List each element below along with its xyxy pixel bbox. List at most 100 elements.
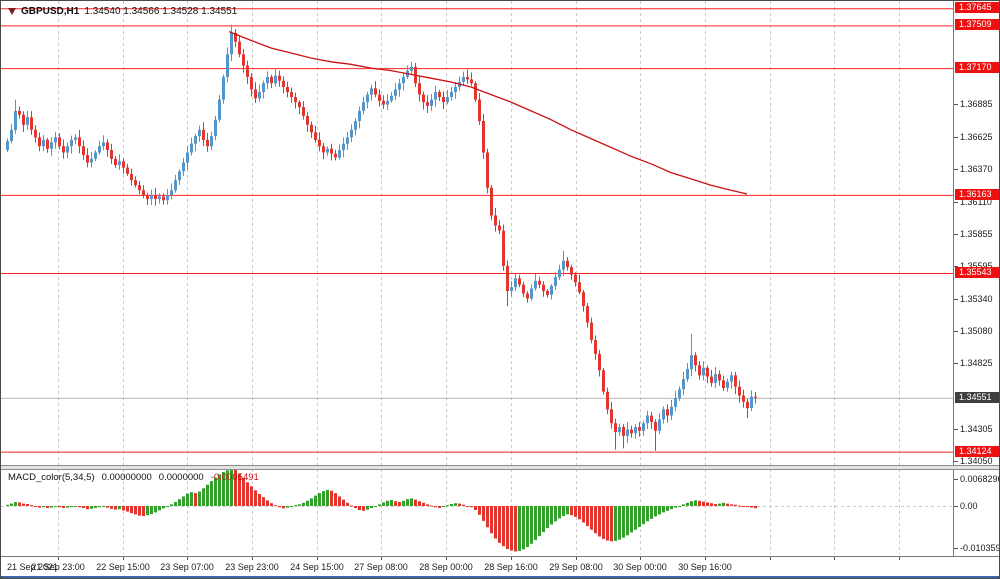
candle-body bbox=[66, 146, 69, 153]
candle-body bbox=[130, 173, 133, 181]
candle-body bbox=[718, 374, 721, 381]
candle-body bbox=[454, 87, 457, 92]
candle-body bbox=[470, 79, 473, 84]
macd-bar bbox=[494, 506, 497, 539]
candle-body bbox=[38, 137, 41, 147]
candle-body bbox=[230, 32, 233, 55]
price-tick-mark bbox=[954, 460, 958, 462]
price-axis[interactable]: 1.36885 1.36625 1.36370 1.36110 1.35855 1.355… bbox=[953, 1, 1000, 556]
macd-bar bbox=[570, 506, 573, 516]
macd-bar bbox=[470, 506, 473, 508]
candle-body bbox=[182, 162, 185, 172]
candle-body bbox=[374, 88, 377, 95]
macd-bar bbox=[434, 506, 437, 508]
macd-bar bbox=[282, 506, 285, 509]
price-level-badge: 1.37170 bbox=[955, 62, 999, 74]
macd-bar bbox=[622, 506, 625, 538]
macd-bar bbox=[610, 506, 613, 542]
macd-axis-label: 0.0068296 bbox=[960, 473, 1000, 484]
time-tick-mark bbox=[187, 557, 188, 560]
macd-bar bbox=[186, 493, 189, 506]
candle-body bbox=[626, 429, 629, 436]
macd-bar bbox=[462, 504, 465, 506]
candle-body bbox=[262, 83, 265, 92]
macd-bar bbox=[70, 506, 73, 507]
macd-bar bbox=[342, 499, 345, 506]
candle-body bbox=[246, 65, 249, 77]
macd-bar bbox=[686, 502, 689, 506]
candle-body bbox=[354, 121, 357, 130]
macd-bar bbox=[222, 471, 225, 506]
time-tick-mark bbox=[317, 557, 318, 560]
macd-bar bbox=[102, 506, 105, 507]
panel-separator[interactable] bbox=[1, 465, 999, 470]
price-tick-label: 1.34305 bbox=[960, 423, 993, 434]
candle-body bbox=[694, 355, 697, 366]
macd-axis-label: -0.0103590 bbox=[960, 542, 999, 553]
macd-bar bbox=[302, 502, 305, 506]
macd-bar bbox=[134, 506, 137, 515]
macd-bar bbox=[158, 506, 161, 511]
candle-body bbox=[258, 92, 261, 99]
macd-bar bbox=[498, 506, 501, 543]
candle-body bbox=[6, 141, 9, 150]
macd-bar bbox=[190, 492, 193, 506]
candle-body bbox=[418, 83, 421, 95]
time-label: 23 Sep 23:00 bbox=[225, 562, 279, 572]
time-tick-mark bbox=[705, 557, 706, 560]
macd-bar bbox=[414, 499, 417, 506]
macd-bar bbox=[174, 502, 177, 506]
candle-body bbox=[114, 158, 117, 166]
macd-bar bbox=[710, 503, 713, 506]
candle-body bbox=[134, 180, 137, 186]
candle-body bbox=[318, 139, 321, 147]
time-tick-mark bbox=[576, 557, 577, 560]
candle-body bbox=[722, 380, 725, 388]
macd-bar bbox=[562, 506, 565, 516]
candle-body bbox=[394, 89, 397, 96]
candle-body bbox=[594, 340, 597, 354]
candle-body bbox=[254, 89, 257, 99]
candle-body bbox=[222, 76, 225, 100]
candle-body bbox=[662, 409, 665, 420]
macd-bar bbox=[334, 493, 337, 506]
macd-bar bbox=[746, 506, 749, 507]
time-tick-mark bbox=[834, 557, 835, 560]
candle-body bbox=[630, 429, 633, 434]
candle-body bbox=[242, 54, 245, 66]
macd-value-2: 0.0000000 bbox=[158, 472, 204, 483]
candle-body bbox=[670, 406, 673, 416]
candle-body bbox=[358, 110, 361, 121]
candle-body bbox=[214, 119, 217, 137]
window-bottom-edge bbox=[1, 576, 999, 578]
macd-bar bbox=[582, 506, 585, 523]
candle-body bbox=[350, 129, 353, 138]
candle-body bbox=[614, 423, 617, 432]
macd-bar bbox=[418, 501, 421, 506]
macd-bar bbox=[650, 506, 653, 519]
candle-body bbox=[742, 395, 745, 402]
macd-bar bbox=[298, 504, 301, 506]
macd-bar bbox=[742, 506, 745, 507]
candle-body bbox=[10, 129, 13, 142]
macd-bar bbox=[226, 470, 229, 506]
candle-body bbox=[174, 180, 177, 191]
candle-body bbox=[210, 136, 213, 147]
macd-bar bbox=[326, 489, 329, 506]
price-level-badge: 1.37645 bbox=[955, 2, 999, 14]
time-axis[interactable]: 21 Sep 2021 21 Sep 23:00 22 Sep 15:00 23 Se… bbox=[1, 556, 999, 576]
candle-body bbox=[550, 285, 553, 295]
macd-bar bbox=[66, 506, 69, 508]
macd-bar bbox=[754, 506, 757, 509]
candle-body bbox=[446, 97, 449, 103]
candle-body bbox=[490, 187, 493, 216]
price-tick-mark bbox=[954, 201, 958, 203]
candle-body bbox=[166, 195, 169, 201]
bid-price-badge: 1.34551 bbox=[955, 391, 999, 403]
time-tick-mark bbox=[123, 557, 124, 560]
horizontal-level-lines bbox=[1, 8, 953, 453]
macd-bar bbox=[714, 504, 717, 506]
candle-body bbox=[734, 375, 737, 387]
macd-bar bbox=[586, 506, 589, 527]
